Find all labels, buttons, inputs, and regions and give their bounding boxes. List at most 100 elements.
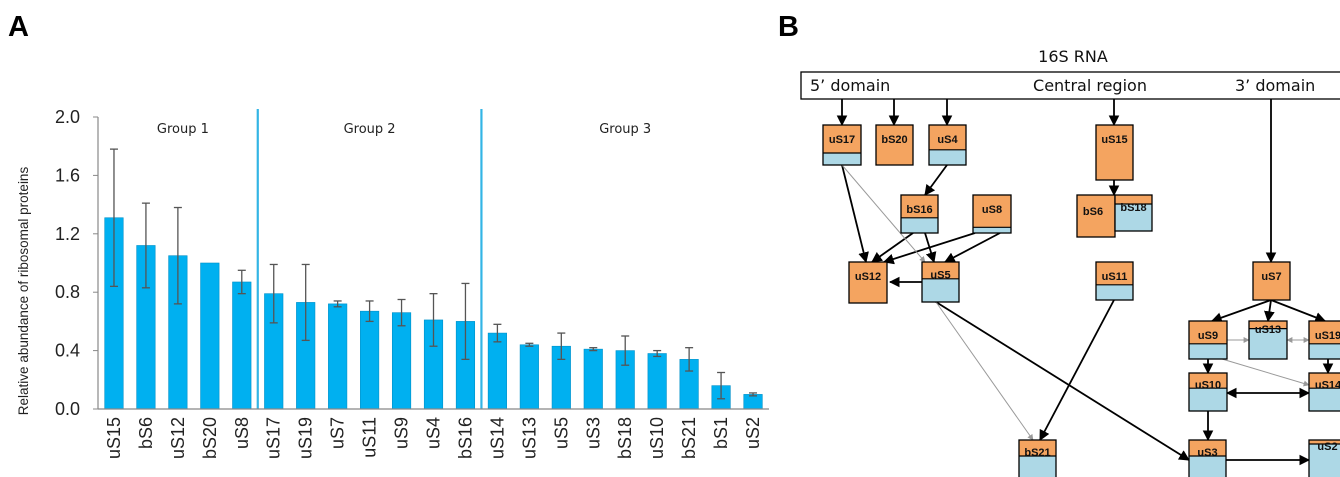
domain-central: Central region: [1033, 76, 1147, 95]
node-border: [1188, 320, 1228, 360]
node-label: uS9: [1198, 330, 1218, 342]
node-label: uS2: [1317, 441, 1337, 453]
y-tick-label: 2.0: [55, 107, 80, 127]
node-fill-blue: [901, 217, 938, 233]
group-label: Group 3: [599, 122, 651, 137]
node-bs16: bS16: [900, 194, 939, 234]
node-label: uS17: [829, 134, 855, 146]
node-fill-blue: [823, 153, 861, 165]
bar: [647, 353, 667, 410]
bar: [232, 281, 252, 410]
node-fill-blue: [1019, 456, 1056, 477]
node-border: [972, 194, 1012, 234]
node-label: uS11: [1102, 271, 1128, 283]
node-us7: uS7: [1252, 261, 1291, 301]
group-labels: Group 1 Group 2 Group 3: [157, 122, 651, 137]
node-us9: uS9: [1188, 320, 1228, 360]
edge: [935, 301, 1190, 461]
x-tick-label: uS17: [264, 417, 284, 459]
node-border: [1308, 372, 1340, 412]
node-border: [1095, 124, 1134, 181]
node-fill-blue: [1309, 388, 1340, 411]
node-us3: uS3: [1188, 439, 1227, 477]
node-label: bS16: [906, 204, 932, 216]
node-us15: uS15: [1095, 124, 1134, 181]
node-label: uS7: [1261, 271, 1281, 283]
diagram-edges: [836, 99, 1334, 466]
node-label: uS13: [1255, 324, 1281, 336]
x-tick-label: bS1: [711, 417, 731, 449]
node-label: uS4: [937, 134, 958, 146]
node-label: bS6: [1083, 206, 1103, 218]
node-bs20: bS20: [875, 124, 914, 166]
node-us5: uS5: [921, 261, 960, 303]
node-fill-orange: [1253, 262, 1290, 300]
node-us4: uS4: [928, 124, 967, 166]
node-fill-orange: [1309, 440, 1340, 444]
x-tick-label: bS18: [615, 417, 635, 459]
node-border: [928, 124, 967, 166]
node-fill-orange: [876, 125, 913, 165]
node-fill-blue: [1249, 328, 1287, 359]
panel-b-label: B: [778, 11, 799, 43]
node-border: [1308, 320, 1340, 360]
y-tick-label: 1.6: [55, 165, 80, 185]
node-fill-orange: [1189, 373, 1227, 389]
x-tick-label: uS19: [296, 417, 316, 459]
group-label: Group 1: [157, 122, 209, 137]
node-fill-orange: [1309, 321, 1340, 344]
diagram-nodes: uS17 bS20 uS4 uS15 bS16 uS8 bS6 bS18 uS12 uS5 uS11…: [822, 124, 1340, 477]
bar: [487, 332, 507, 410]
node-label: uS12: [855, 271, 881, 283]
x-tick-label: uS7: [328, 417, 348, 449]
bar: [360, 310, 380, 410]
group-label: Group 2: [344, 122, 396, 137]
edge: [1039, 299, 1115, 441]
node-fill-blue: [929, 149, 966, 165]
node-fill-blue: [1189, 388, 1227, 411]
node-fill-blue: [1189, 343, 1227, 359]
x-tick-label: bS21: [679, 417, 699, 459]
node-label: bS20: [881, 134, 907, 146]
bar: [200, 262, 220, 410]
x-tick-label: uS3: [583, 417, 603, 449]
y-tick-label: 0.0: [55, 399, 80, 419]
node-border: [1188, 372, 1228, 412]
x-tick-label: uS8: [232, 417, 252, 449]
node-fill-orange: [1249, 321, 1287, 329]
bar-chart: Relative abundance of ribosomal proteins…: [16, 107, 769, 459]
x-tick-label: bS16: [455, 417, 475, 459]
bar: [519, 344, 539, 410]
node-fill-orange: [1309, 373, 1340, 389]
node-label: bS18: [1120, 202, 1146, 214]
node-bs21: bS21: [1018, 439, 1057, 477]
edge: [841, 164, 869, 264]
node-bs6: bS6: [1076, 194, 1116, 238]
x-tick-label: uS5: [551, 417, 571, 449]
bars: [104, 217, 763, 410]
node-fill-blue: [1309, 343, 1340, 359]
y-tick-label: 0.4: [55, 341, 80, 361]
x-tick-label: uS2: [743, 417, 763, 449]
edge: [841, 164, 926, 263]
x-tick-label: uS9: [392, 417, 412, 449]
edge: [882, 232, 976, 265]
edge: [935, 301, 1034, 441]
node-us2: uS2: [1308, 439, 1340, 477]
x-tick-label: uS13: [519, 417, 539, 459]
node-fill-orange: [901, 195, 938, 218]
node-fill-orange: [1096, 262, 1133, 285]
rna-title: 16S RNA: [1038, 47, 1108, 66]
x-tick-label: uS14: [487, 417, 507, 459]
node-fill-blue: [1189, 456, 1226, 477]
y-axis-label: Relative abundance of ribosomal proteins: [16, 167, 31, 416]
x-tick-label: uS10: [647, 417, 667, 459]
bar: [391, 312, 412, 410]
x-tick-label: uS12: [168, 417, 188, 459]
domain-3prime: 3’ domain: [1235, 76, 1315, 95]
node-fill-blue: [922, 278, 959, 302]
node-fill-blue: [1309, 444, 1340, 477]
node-label: uS10: [1195, 380, 1221, 392]
node-border: [1095, 261, 1134, 301]
